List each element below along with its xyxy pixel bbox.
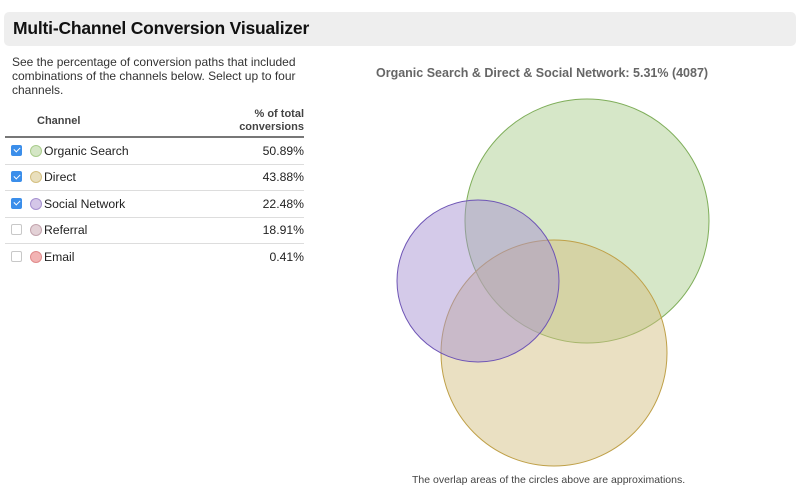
checkbox-cell[interactable] (5, 190, 30, 218)
venn-circle-organic-search[interactable] (464, 98, 710, 344)
channel-label: Email (44, 249, 75, 264)
table-row[interactable]: Social Network 22.48% (5, 190, 304, 218)
channel-color-dot-icon (30, 144, 42, 157)
table-row[interactable]: Referral 18.91% (5, 217, 304, 244)
channel-cell: Organic Search (30, 137, 196, 165)
channel-percent: 50.89% (195, 137, 304, 165)
channel-percent: 22.48% (195, 190, 304, 218)
channel-label: Referral (44, 223, 88, 238)
approximation-note: The overlap areas of the circles above a… (412, 474, 686, 486)
venn-title: Organic Search & Direct & Social Network… (376, 66, 709, 80)
channel-label: Organic Search (44, 143, 129, 158)
channel-color-dot-icon (30, 197, 42, 210)
table-row[interactable]: Organic Search 50.89% (5, 137, 304, 165)
channel-label: Social Network (44, 196, 126, 211)
channel-cell: Email (30, 244, 195, 270)
checkbox-cell[interactable] (5, 217, 30, 244)
channel-checkbox[interactable] (11, 197, 22, 209)
channel-checkbox[interactable] (11, 171, 22, 183)
table-row[interactable]: Email 0.41% (5, 244, 304, 270)
channel-cell: Referral (30, 217, 196, 244)
channel-checkbox[interactable] (11, 250, 22, 262)
checkbox-cell[interactable] (5, 137, 30, 165)
channel-cell: Direct (30, 164, 196, 191)
column-header-percent: % of total conversions (195, 106, 304, 138)
channel-color-dot-icon (30, 250, 42, 263)
channel-percent: 43.88% (195, 164, 304, 191)
table-row[interactable]: Direct 43.88% (5, 164, 304, 191)
channel-color-dot-icon (30, 171, 42, 184)
app-header: Multi-Channel Conversion Visualizer (4, 12, 796, 46)
column-header-channel: Channel (5, 106, 196, 138)
channel-percent: 18.91% (195, 217, 304, 244)
channel-cell: Social Network (30, 190, 196, 218)
venn-circle-social-network[interactable] (396, 199, 560, 363)
channel-label: Direct (44, 170, 76, 185)
channel-checkbox[interactable] (11, 224, 22, 236)
description: See the percentage of conversion paths t… (12, 55, 296, 97)
channel-percent: 0.41% (269, 249, 304, 264)
page-title: Multi-Channel Conversion Visualizer (13, 18, 310, 38)
channel-checkbox[interactable] (11, 144, 22, 156)
checkbox-cell[interactable] (5, 244, 30, 270)
channel-color-dot-icon (30, 224, 42, 237)
channel-table: Channel % of total conversions Organic Se… (5, 106, 304, 270)
checkbox-cell[interactable] (5, 164, 30, 191)
